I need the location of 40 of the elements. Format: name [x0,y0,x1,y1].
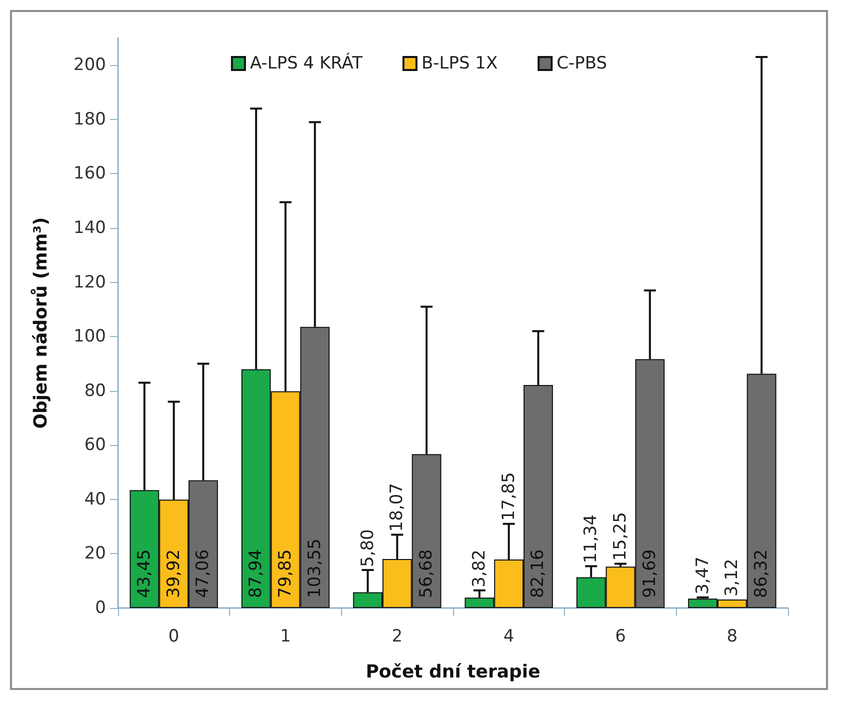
y-tick-label: 180 [74,109,106,130]
y-tick-label: 120 [74,272,106,292]
y-tick-label: 80 [84,380,106,401]
x-tick-label: 2 [392,626,403,646]
y-tick-label: 200 [74,55,106,76]
data-label: 39,92 [164,549,184,598]
data-label: 79,85 [276,549,296,598]
legend-label: B-LPS 1X [421,54,498,74]
data-label: 15,25 [610,512,630,561]
data-label: 47,06 [193,549,214,598]
legend-label: A-LPS 4 KRÁT [250,52,364,74]
y-tick-label: 140 [74,218,106,238]
x-tick-label: 1 [280,626,291,646]
data-label: 17,85 [498,472,519,521]
data-label: 5,80 [358,529,378,567]
y-tick-label: 0 [95,598,106,618]
data-label: 103,55 [304,538,325,598]
data-label: 18,07 [387,483,408,532]
x-tick-label: 4 [503,626,514,646]
x-tick-label: 8 [726,626,738,646]
x-tick-label: 0 [168,626,180,646]
x-tick-label: 6 [615,626,626,646]
data-label: 43,45 [134,549,154,598]
data-label: 87,94 [246,549,266,598]
data-label: 3,82 [469,550,490,588]
y-tick-label: 100 [74,326,106,347]
data-label: 56,68 [416,549,437,598]
data-label: 3,47 [692,556,713,594]
y-tick-label: 60 [84,435,106,456]
data-label: 3,12 [722,558,742,597]
y-tick-label: 40 [84,489,106,510]
data-label: 91,69 [640,549,660,598]
y-tick-label: 160 [74,164,106,184]
x-axis-title: Počet dní terapie [366,662,540,682]
y-tick-label: 20 [84,544,106,564]
data-label: 82,16 [528,549,548,598]
legend-label: C-PBS [556,54,608,74]
y-axis-title: Objem nádorů (mm³) [30,217,52,429]
data-label: 86,32 [752,549,772,598]
data-label: 11,34 [581,514,602,564]
